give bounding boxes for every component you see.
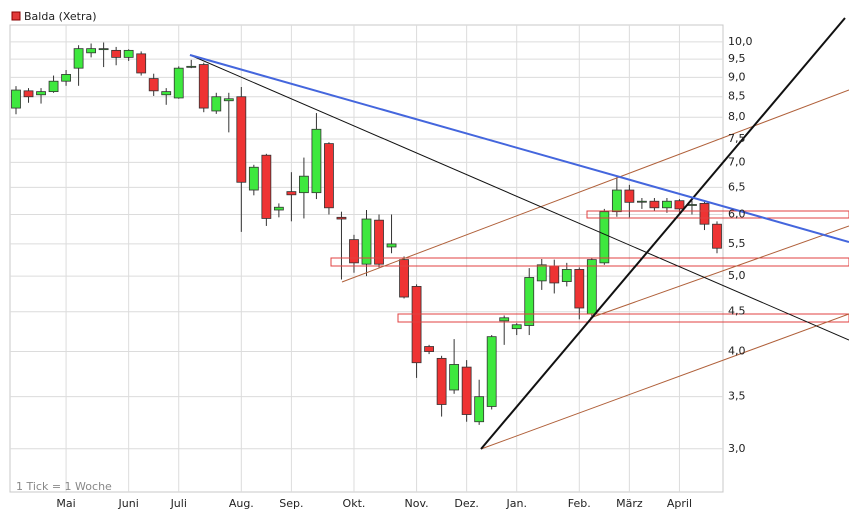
candle-body (261, 154, 272, 219)
candle-body (636, 200, 647, 203)
trend-line (589, 225, 849, 319)
x-tick-label: Nov. (405, 497, 429, 510)
x-tick-label: Juni (118, 497, 139, 510)
drawings (189, 17, 849, 450)
y-tick-label: 9,5 (728, 52, 746, 65)
x-tick-label: Jan. (505, 497, 526, 510)
candle-body (86, 48, 97, 54)
candle-body (649, 200, 660, 209)
candle-body (98, 48, 109, 51)
y-tick-label: 10,0 (728, 35, 753, 48)
support-zone (397, 313, 849, 323)
x-tick-label: Okt. (343, 497, 366, 510)
candle-body (486, 336, 497, 407)
candle-body (424, 346, 434, 352)
candle-body (324, 143, 334, 209)
x-tick-label: Sep. (279, 497, 303, 510)
candle-body (712, 223, 722, 249)
candle-body (161, 91, 172, 96)
footnote: 1 Tick = 1 Woche (16, 480, 112, 493)
trend-line (189, 54, 849, 341)
candle-body (687, 204, 697, 206)
x-tick-label: Mai (56, 497, 75, 510)
candle-body (561, 269, 572, 282)
x-tick-label: Feb. (568, 497, 591, 510)
candle-body (436, 357, 447, 405)
candle-body (211, 96, 222, 112)
candle-body (11, 89, 21, 109)
y-tick-label: 7,0 (728, 155, 746, 168)
candle-body (399, 259, 409, 298)
candle-body (386, 243, 397, 248)
candle-body (361, 218, 372, 265)
y-tick-label: 6,5 (728, 180, 746, 193)
candle-body (36, 91, 46, 96)
x-tick-label: Juli (170, 497, 187, 510)
candle-body (248, 166, 259, 191)
support-zone (586, 210, 849, 219)
candle-body (73, 48, 84, 69)
candle-body (474, 396, 485, 423)
trend-line (189, 54, 849, 243)
candle-body (624, 189, 635, 203)
candle-body (511, 324, 522, 330)
candle-body (611, 189, 622, 213)
y-tick-label: 4,0 (728, 345, 746, 358)
legend-label: Balda (Xetra) (24, 10, 97, 23)
x-tick-label: Aug. (229, 497, 254, 510)
y-tick-label: 5,5 (728, 237, 746, 250)
candle-body (148, 78, 159, 92)
candle-body (499, 317, 510, 322)
y-tick-label: 6,0 (728, 207, 746, 220)
candle-body (311, 128, 322, 194)
candle-body (236, 96, 247, 183)
candle-body (461, 366, 472, 415)
candle-body (223, 98, 234, 102)
candle-body (411, 286, 422, 364)
y-tick-label: 8,5 (728, 90, 746, 103)
candle-body (524, 277, 535, 326)
candle-body (198, 64, 209, 109)
candle-body (123, 49, 134, 58)
candle-body (586, 259, 597, 315)
candle-body (349, 239, 359, 264)
y-tick-label: 3,0 (728, 442, 746, 455)
y-tick-label: 9,0 (728, 70, 746, 83)
candle-body (536, 264, 547, 282)
y-tick-label: 7,5 (728, 132, 746, 145)
candle-body (674, 200, 685, 210)
candle-body (574, 269, 585, 309)
legend-swatch (11, 11, 21, 21)
candle-body (136, 53, 147, 74)
candle-body (599, 211, 610, 264)
candle-body (549, 265, 560, 284)
candle-body (336, 216, 347, 220)
candle-body (699, 203, 710, 225)
y-tick-label: 4,5 (728, 305, 746, 318)
candle-body (186, 65, 197, 68)
candle-body (374, 219, 384, 265)
candle-body (286, 191, 297, 196)
y-tick-label: 3,5 (728, 390, 746, 403)
candle-body (299, 175, 309, 194)
trend-line (341, 89, 849, 283)
x-tick-label: März (616, 497, 643, 510)
y-tick-label: 8,0 (728, 110, 746, 123)
candle-body (23, 90, 34, 98)
candle-body (662, 200, 672, 209)
candle-body (111, 49, 122, 58)
x-tick-label: Dez. (454, 497, 479, 510)
candle-body (449, 364, 460, 391)
y-tick-label: 5,0 (728, 269, 746, 282)
trend-line (480, 17, 846, 450)
candle-body (48, 80, 59, 93)
support-zone (330, 257, 849, 267)
candles (11, 42, 722, 425)
candle-body (61, 74, 71, 82)
trend-line (480, 313, 849, 450)
x-tick-label: April (667, 497, 692, 510)
candle-body (273, 206, 284, 211)
candle-body (173, 67, 184, 99)
